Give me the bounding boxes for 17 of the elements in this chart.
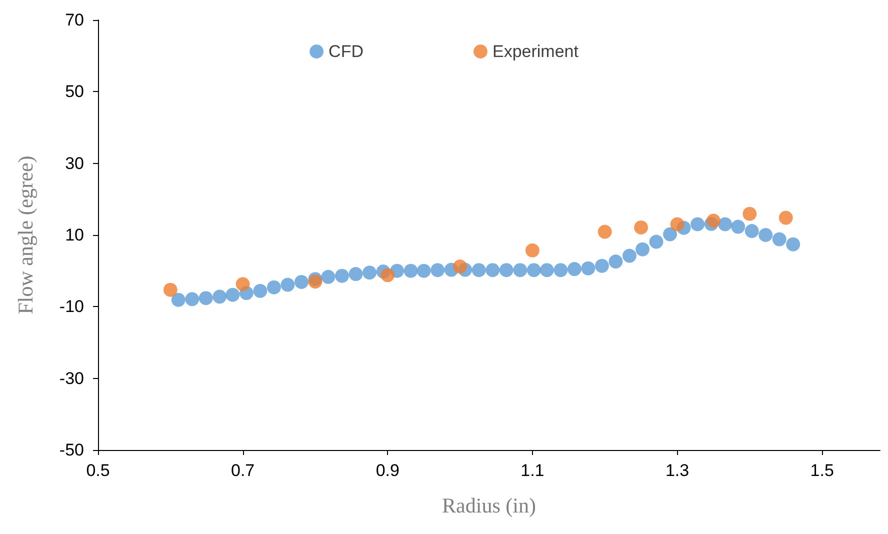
x-tick-label: 0.5 [86,461,110,480]
y-tick-label: -30 [59,368,84,388]
x-tick-label: 1.5 [810,461,834,480]
y-tick-label: 50 [65,82,84,102]
legend-label: CFD [328,42,364,61]
y-tick-label: 70 [65,10,84,30]
y-tick-label: -50 [59,440,84,460]
x-tick-label: 1.3 [665,461,690,480]
y-axis-title: Flow angle (egree) [14,156,38,314]
y-tick-label: -10 [59,297,84,316]
y-tick-label: 10 [65,226,84,244]
x-tick-label: 0.7 [230,461,255,480]
legend-label: Experiment [492,42,579,61]
y-tick-label: 30 [65,154,84,173]
x-tick-label: 0.9 [376,461,400,480]
x-axis-title: Radius (in) [442,494,536,518]
x-tick-label: 1.1 [520,461,544,480]
